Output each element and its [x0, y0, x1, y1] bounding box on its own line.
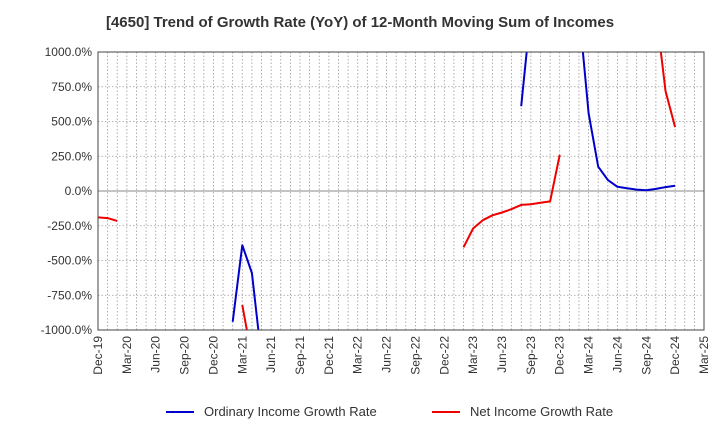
x-tick-label: Jun-22	[380, 336, 394, 373]
x-tick-label: Jun-23	[495, 336, 509, 373]
x-tick-label: Dec-22	[437, 336, 451, 375]
legend-item-net-income: Net Income Growth Rate	[432, 404, 613, 419]
y-tick-label: 250.0%	[51, 149, 92, 163]
x-tick-label: Dec-20	[206, 336, 220, 375]
x-tick-label: Mar-21	[235, 336, 249, 374]
plot-frame	[97, 51, 705, 331]
x-tick-label: Mar-25	[697, 336, 711, 374]
x-tick-label: Dec-24	[668, 336, 682, 375]
x-tick-label: Jun-20	[149, 336, 163, 373]
x-axis-ticks: Dec-19 Mar-20 Jun-20 Sep-20 Dec-20 Mar-21 Jun-…	[91, 336, 711, 375]
x-tick-label: Dec-23	[553, 336, 567, 375]
y-tick-label: 1000.0%	[45, 45, 93, 59]
x-tick-label: Jun-24	[610, 336, 624, 373]
grid	[98, 52, 704, 330]
y-tick-label: 500.0%	[51, 115, 92, 129]
series-line	[520, 52, 528, 107]
legend-item-ordinary-income: Ordinary Income Growth Rate	[166, 404, 377, 419]
legend: Ordinary Income Growth Rate Net Income G…	[0, 404, 720, 426]
y-tick-label: -1000.0%	[41, 323, 93, 337]
series-line	[462, 154, 561, 248]
x-tick-label: Sep-22	[408, 336, 422, 375]
y-tick-label: -250.0%	[47, 219, 92, 233]
x-tick-label: Dec-19	[91, 336, 105, 375]
legend-swatch-net-income	[432, 410, 460, 413]
x-tick-label: Sep-23	[524, 336, 538, 375]
chart-title: [4650] Trend of Growth Rate (YoY) of 12-…	[105, 14, 615, 31]
x-tick-label: Sep-21	[293, 336, 307, 375]
series-lines	[98, 52, 677, 330]
x-tick-label: Mar-22	[351, 336, 365, 374]
series-line	[241, 304, 248, 330]
y-tick-label: -500.0%	[47, 254, 92, 268]
series-line	[659, 52, 677, 128]
y-axis-ticks: 1000.0% 750.0% 500.0% 250.0% 0.0% -250.0% -500…	[41, 45, 93, 337]
x-tick-label: Jun-21	[264, 336, 278, 373]
y-tick-label: 750.0%	[51, 80, 92, 94]
x-tick-label: Mar-23	[466, 336, 480, 374]
x-tick-label: Mar-24	[582, 336, 596, 374]
series-line	[231, 244, 260, 330]
y-tick-label: 0.0%	[65, 184, 93, 198]
legend-swatch-ordinary-income	[166, 410, 194, 413]
legend-label-ordinary-income: Ordinary Income Growth Rate	[204, 404, 377, 419]
x-tick-label: Sep-20	[178, 336, 192, 375]
x-tick-label: Mar-20	[120, 336, 134, 374]
series-line	[581, 52, 676, 192]
series-line	[98, 216, 118, 222]
x-tick-label: Dec-21	[322, 336, 336, 375]
y-tick-label: -750.0%	[47, 288, 92, 302]
x-tick-label: Sep-24	[639, 336, 653, 375]
legend-label-net-income: Net Income Growth Rate	[470, 404, 614, 419]
